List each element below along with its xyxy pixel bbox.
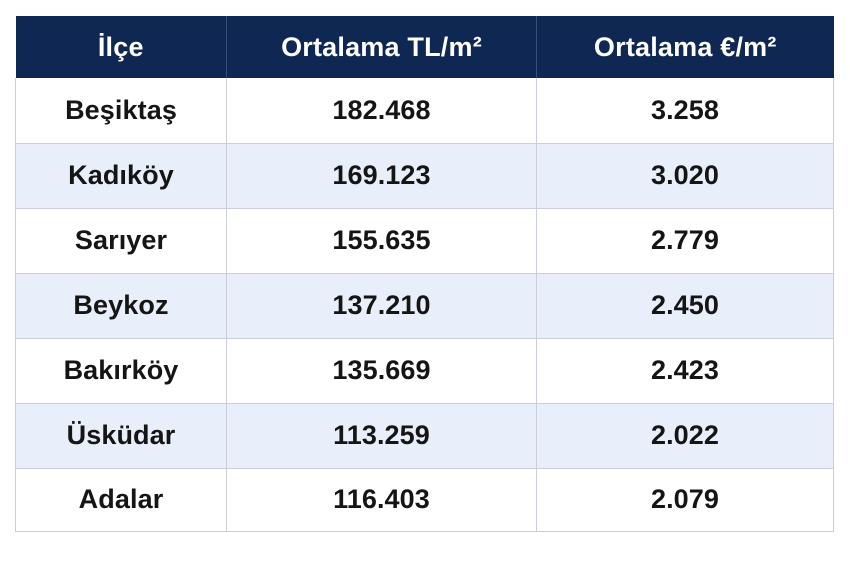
cell-district: Kadıköy (15, 143, 227, 209)
cell-eur-per-m2: 2.079 (536, 468, 834, 532)
cell-eur-per-m2: 2.423 (536, 338, 834, 404)
header-row: İlçe Ortalama TL/m² Ortalama €/m² (15, 16, 834, 78)
cell-tl-per-m2: 137.210 (226, 273, 537, 339)
district-price-table: İlçe Ortalama TL/m² Ortalama €/m² Beşikt… (15, 16, 834, 532)
cell-district: Beykoz (15, 273, 227, 339)
cell-tl-per-m2: 113.259 (226, 403, 537, 469)
cell-eur-per-m2: 2.779 (536, 208, 834, 274)
header-district: İlçe (15, 16, 227, 78)
header-avg-eur-per-m2: Ortalama €/m² (536, 16, 834, 78)
cell-district: Bakırköy (15, 338, 227, 404)
table-row: Adalar 116.403 2.079 (15, 468, 834, 532)
cell-tl-per-m2: 169.123 (226, 143, 537, 209)
table-row: Beşiktaş 182.468 3.258 (15, 78, 834, 144)
header-avg-tl-per-m2: Ortalama TL/m² (226, 16, 537, 78)
cell-district: Üsküdar (15, 403, 227, 469)
cell-tl-per-m2: 116.403 (226, 468, 537, 532)
cell-tl-per-m2: 155.635 (226, 208, 537, 274)
table-row: Kadıköy 169.123 3.020 (15, 143, 834, 209)
table-row: Üsküdar 113.259 2.022 (15, 403, 834, 469)
cell-district: Sarıyer (15, 208, 227, 274)
table-row: Beykoz 137.210 2.450 (15, 273, 834, 339)
cell-eur-per-m2: 2.022 (536, 403, 834, 469)
cell-eur-per-m2: 3.020 (536, 143, 834, 209)
cell-district: Adalar (15, 468, 227, 532)
table-body: Beşiktaş 182.468 3.258 Kadıköy 169.123 3… (15, 78, 834, 532)
cell-district: Beşiktaş (15, 78, 227, 144)
table-header: İlçe Ortalama TL/m² Ortalama €/m² (15, 16, 834, 78)
cell-eur-per-m2: 3.258 (536, 78, 834, 144)
table-row: Sarıyer 155.635 2.779 (15, 208, 834, 274)
cell-tl-per-m2: 135.669 (226, 338, 537, 404)
cell-tl-per-m2: 182.468 (226, 78, 537, 144)
cell-eur-per-m2: 2.450 (536, 273, 834, 339)
table-row: Bakırköy 135.669 2.423 (15, 338, 834, 404)
